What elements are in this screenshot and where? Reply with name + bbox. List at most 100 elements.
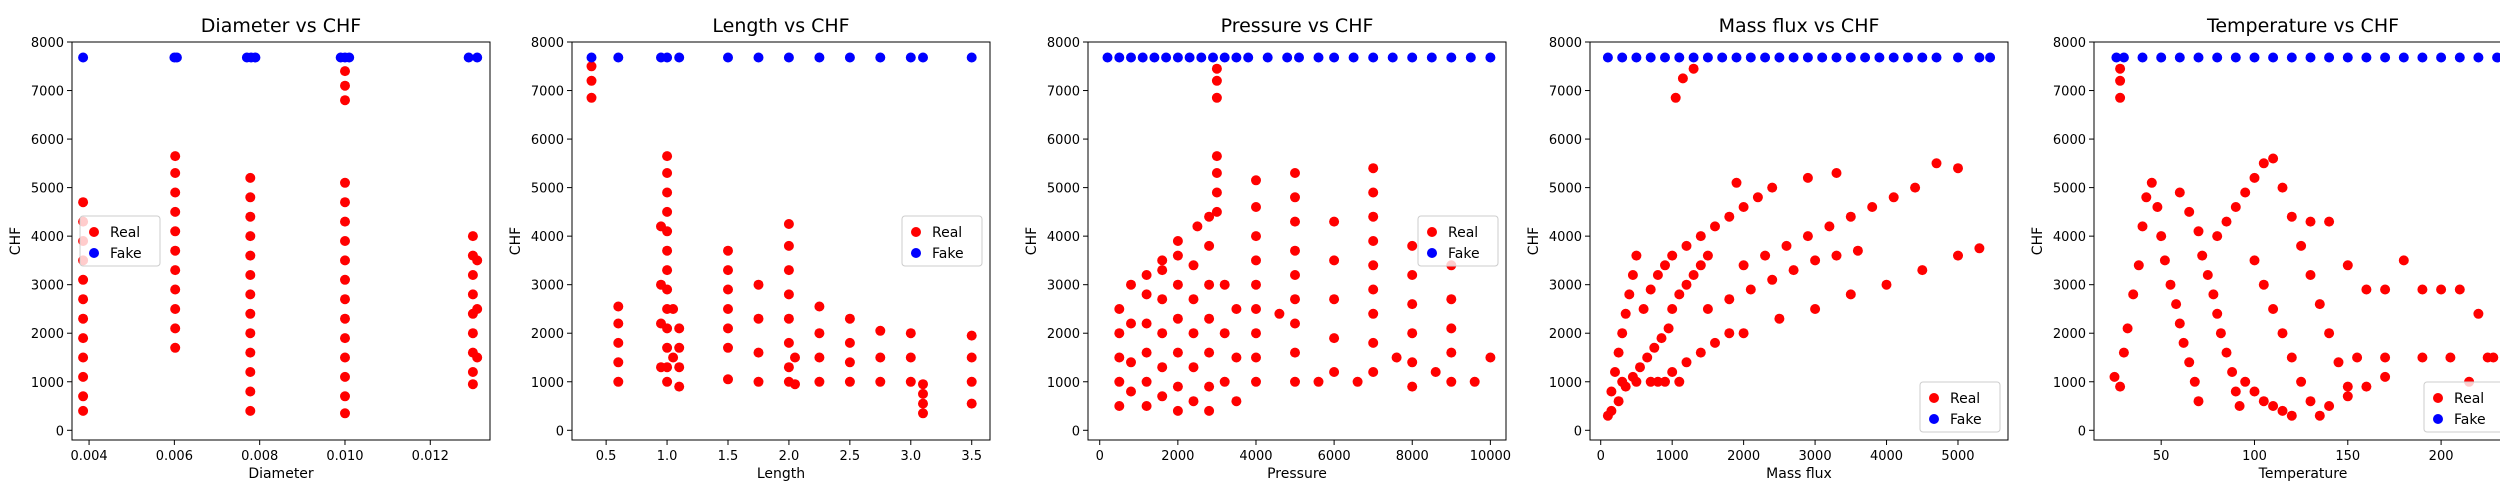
data-point <box>2361 381 2372 392</box>
data-point <box>1660 52 1670 63</box>
data-point <box>723 284 733 295</box>
data-point <box>1368 337 1379 348</box>
data-point <box>1710 221 1720 232</box>
data-point <box>1290 294 1300 305</box>
data-point <box>2398 255 2409 266</box>
data-point <box>1702 250 1713 261</box>
data-point <box>2184 357 2195 368</box>
x-tick-label: 100 <box>2242 449 2267 464</box>
data-point <box>783 265 794 276</box>
legend-marker-real <box>1427 227 1437 237</box>
data-point <box>467 270 478 280</box>
data-point <box>1126 386 1136 397</box>
y-tick-label: 7000 <box>31 85 64 100</box>
data-point <box>1329 333 1340 344</box>
data-point <box>1172 381 1183 392</box>
data-point <box>1645 376 1656 387</box>
data-point <box>1670 92 1681 103</box>
data-point <box>2215 328 2226 339</box>
data-point <box>1469 376 1480 387</box>
chart-title: Temperature vs CHF <box>2206 15 2399 37</box>
plot-frame <box>71 41 491 441</box>
data-point <box>1888 52 1899 63</box>
data-point <box>2249 172 2260 183</box>
data-point <box>1738 202 1749 212</box>
data-point <box>245 386 256 397</box>
series-real <box>78 66 483 419</box>
data-point <box>753 376 764 387</box>
data-point <box>1724 328 1735 339</box>
data-point <box>1631 250 1642 261</box>
data-point <box>1368 187 1379 198</box>
y-tick-label: 6000 <box>2053 133 2086 148</box>
data-point <box>2109 371 2120 382</box>
x-tick-label: 0.5 <box>596 449 617 464</box>
data-point <box>245 308 256 319</box>
y-tick-label: 2000 <box>531 327 564 342</box>
data-point <box>1188 294 1199 305</box>
data-point <box>472 52 483 63</box>
y-tick-label: 5000 <box>1549 182 1582 197</box>
data-point <box>78 352 89 363</box>
data-point <box>674 323 685 334</box>
y-tick-label: 2000 <box>31 327 64 342</box>
data-point <box>2268 304 2279 314</box>
data-point <box>78 371 89 382</box>
data-point <box>1788 265 1799 276</box>
data-point <box>2156 231 2167 242</box>
data-point <box>2324 52 2335 63</box>
data-point <box>1294 52 1304 63</box>
data-point <box>1231 352 1242 363</box>
data-point <box>2212 231 2223 242</box>
data-point <box>1760 250 1771 261</box>
data-point <box>1204 240 1215 251</box>
data-point <box>1810 255 1821 266</box>
y-tick-label: 4000 <box>2053 230 2086 245</box>
data-point <box>1126 318 1136 329</box>
data-point <box>662 323 673 334</box>
data-point <box>2277 328 2288 339</box>
data-point <box>2174 187 2185 198</box>
y-tick-label: 5000 <box>531 182 564 197</box>
data-point <box>966 376 977 387</box>
y-tick-label: 1000 <box>1549 376 1582 391</box>
data-point <box>2445 352 2456 363</box>
chart-panel-4: 0 1000 2000 3000 4000 5000 0 1000 2000 3000 4000 50… <box>1526 15 2009 482</box>
data-point <box>2208 289 2219 300</box>
data-point <box>1368 367 1379 377</box>
data-point <box>472 255 483 266</box>
data-point <box>1219 376 1230 387</box>
data-point <box>1204 381 1215 392</box>
x-tick-label: 0 <box>1096 449 1104 464</box>
x-axis-label: Length <box>757 466 805 482</box>
data-point <box>753 347 764 358</box>
legend-box <box>2423 381 2500 433</box>
y-axis-label: CHF <box>2030 227 2046 255</box>
data-point <box>1953 250 1963 261</box>
data-point <box>245 211 256 222</box>
data-point <box>2436 284 2447 295</box>
data-point <box>2171 299 2182 310</box>
data-point <box>2268 52 2279 63</box>
data-point <box>2115 92 2126 103</box>
legend-label-real: Real <box>110 225 140 241</box>
data-point <box>340 80 350 91</box>
plot-frame <box>571 41 991 441</box>
data-point <box>170 265 181 276</box>
data-point <box>875 376 886 387</box>
data-point <box>723 342 733 353</box>
data-point <box>2118 52 2129 63</box>
data-point <box>1196 52 1207 63</box>
chart-panel-1: 0.004 0.006 0.008 0.010 0.012 0 1000 2000 3000 40… <box>8 15 491 482</box>
data-point <box>783 313 794 324</box>
data-point <box>1211 151 1222 162</box>
y-tick-label: 1000 <box>2053 376 2086 391</box>
data-point <box>1211 187 1222 198</box>
data-point <box>2361 52 2372 63</box>
data-point <box>1788 52 1799 63</box>
data-point <box>1188 260 1199 271</box>
data-point <box>674 342 685 353</box>
data-point <box>1204 405 1215 416</box>
x-tick-label: 2.0 <box>779 449 800 464</box>
data-point <box>1738 328 1749 339</box>
